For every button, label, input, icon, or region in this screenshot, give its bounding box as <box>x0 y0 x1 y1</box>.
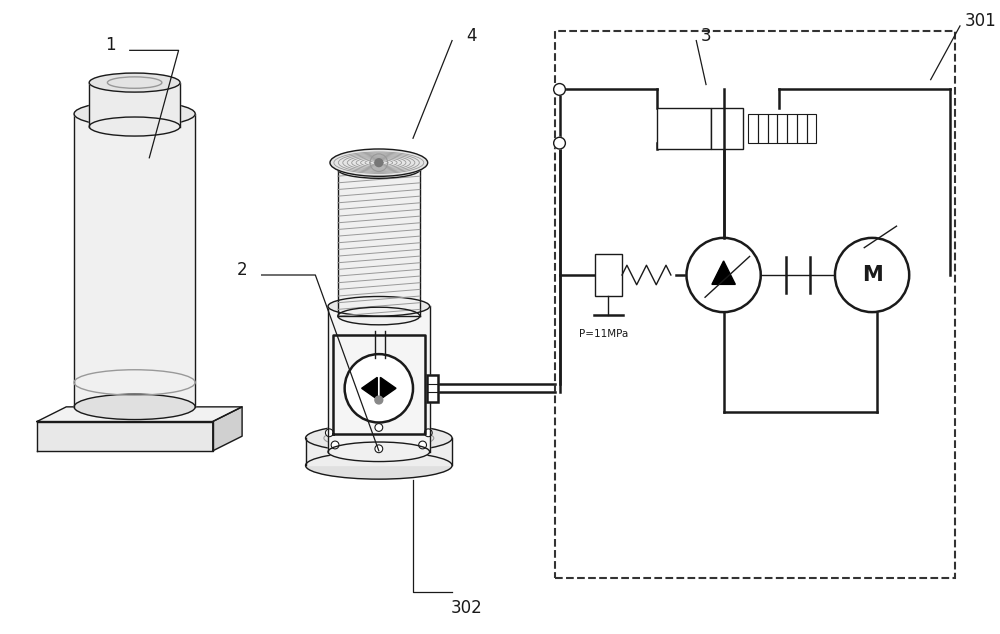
Polygon shape <box>37 407 242 422</box>
Circle shape <box>375 396 383 404</box>
Bar <box>768 114 777 143</box>
Bar <box>748 114 758 143</box>
Ellipse shape <box>328 442 430 462</box>
Circle shape <box>419 441 427 449</box>
Polygon shape <box>712 261 735 285</box>
Bar <box>427 375 438 402</box>
Ellipse shape <box>89 73 180 92</box>
Bar <box>427 375 438 402</box>
Text: 1: 1 <box>105 37 116 55</box>
Ellipse shape <box>328 297 430 316</box>
Bar <box>777 114 787 143</box>
Circle shape <box>331 441 339 449</box>
Circle shape <box>375 424 383 431</box>
Bar <box>657 108 711 149</box>
Text: 302: 302 <box>451 599 483 618</box>
Text: 2: 2 <box>237 261 247 279</box>
Text: M: M <box>862 265 882 285</box>
Circle shape <box>554 84 565 95</box>
Text: 4: 4 <box>467 27 477 45</box>
Ellipse shape <box>306 424 452 452</box>
Polygon shape <box>380 377 396 399</box>
Bar <box>807 114 816 143</box>
Circle shape <box>424 429 432 437</box>
Polygon shape <box>89 82 180 127</box>
Circle shape <box>686 238 761 312</box>
Polygon shape <box>362 377 377 399</box>
Polygon shape <box>306 438 452 465</box>
Polygon shape <box>328 306 430 452</box>
Ellipse shape <box>89 117 180 136</box>
Ellipse shape <box>74 394 195 420</box>
Circle shape <box>375 158 383 167</box>
Circle shape <box>835 238 909 312</box>
Bar <box>797 114 807 143</box>
Bar <box>711 108 743 149</box>
Bar <box>758 114 768 143</box>
Bar <box>595 254 622 295</box>
Ellipse shape <box>306 452 452 479</box>
Bar <box>787 114 797 143</box>
Ellipse shape <box>330 149 428 176</box>
Polygon shape <box>74 114 195 407</box>
Bar <box>555 31 955 578</box>
Polygon shape <box>37 422 213 451</box>
Circle shape <box>375 445 383 453</box>
Text: 3: 3 <box>701 27 712 45</box>
Text: P=11MPa: P=11MPa <box>579 328 628 339</box>
Ellipse shape <box>74 101 195 127</box>
Polygon shape <box>213 407 242 451</box>
Ellipse shape <box>338 307 420 325</box>
Circle shape <box>345 354 413 422</box>
Circle shape <box>554 138 565 149</box>
Ellipse shape <box>338 161 420 178</box>
Circle shape <box>325 429 333 437</box>
Text: 301: 301 <box>965 12 997 30</box>
Polygon shape <box>338 169 420 316</box>
